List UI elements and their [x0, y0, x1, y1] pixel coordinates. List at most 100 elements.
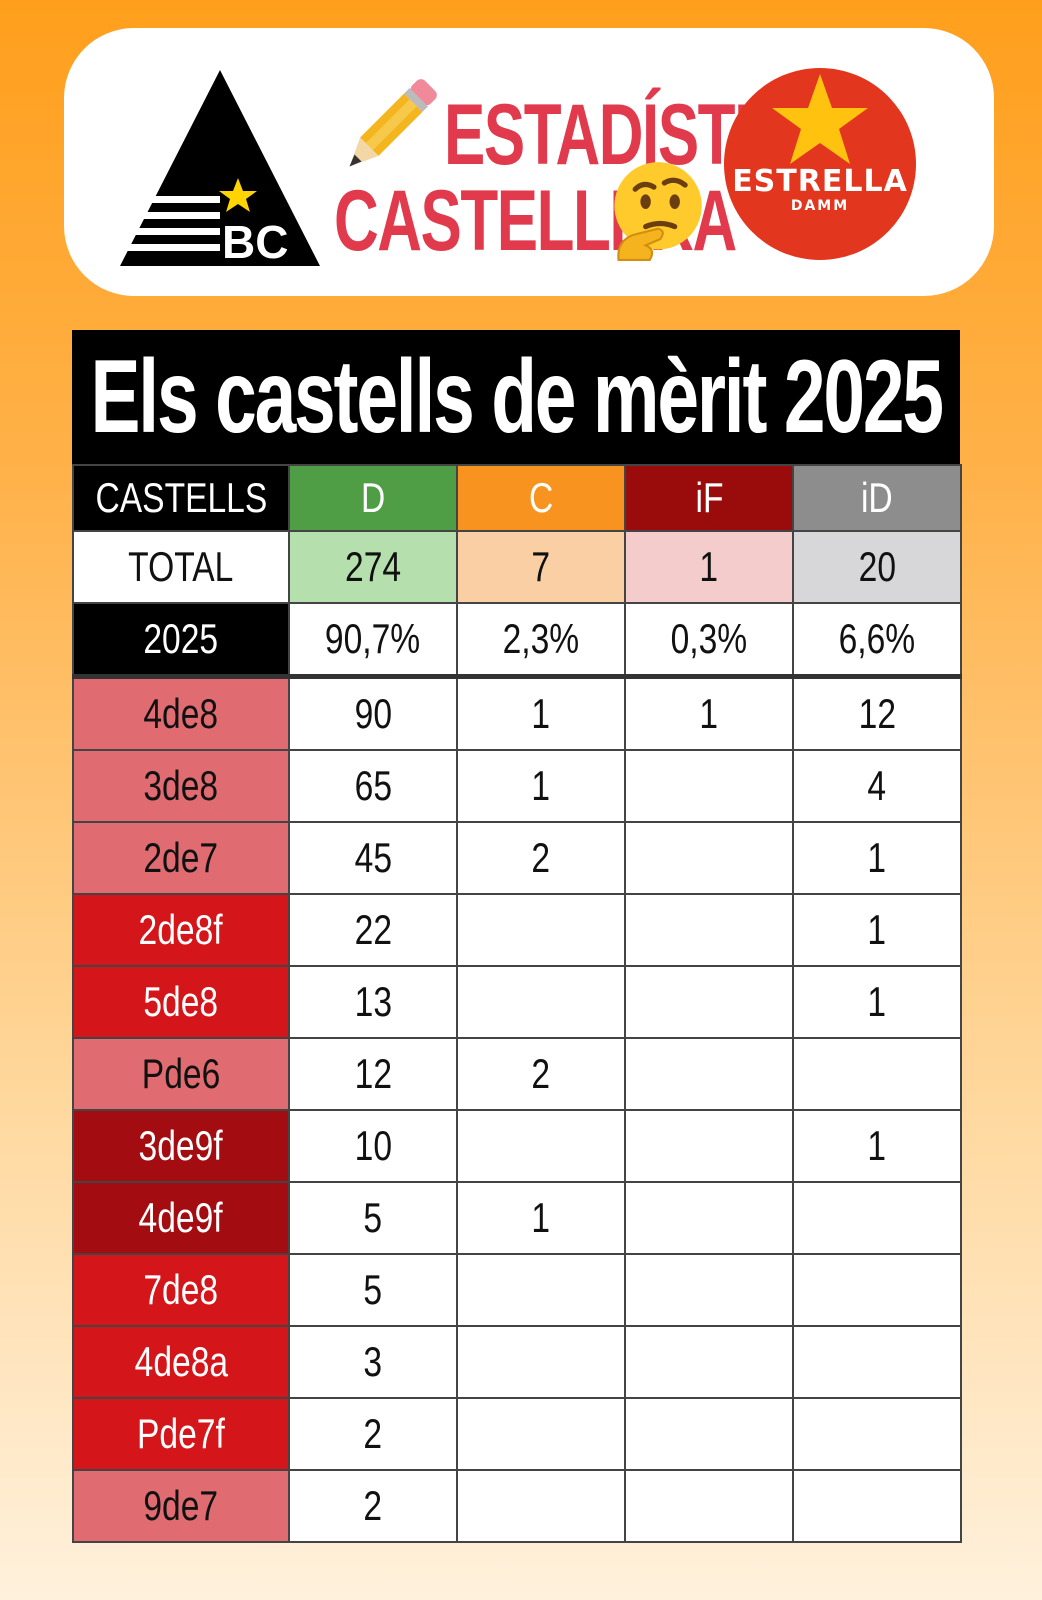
cell-d: 10	[288, 1109, 458, 1183]
cell-c	[456, 1397, 626, 1471]
header-id: iD	[792, 464, 962, 532]
cell-if	[624, 1037, 794, 1111]
thinking-face-icon	[614, 162, 702, 261]
cell-c	[456, 1469, 626, 1543]
total-d: 274	[288, 530, 458, 604]
table-row: 4de8 90 1 1 12	[72, 675, 962, 751]
cell-id: 4	[792, 749, 962, 823]
stats-table: CASTELLS D C iF iD TOTAL 274 7 1 20 2025…	[72, 464, 962, 1543]
castell-name: Pde7f	[72, 1397, 290, 1471]
cell-d: 2	[288, 1397, 458, 1471]
total-c: 7	[456, 530, 626, 604]
cell-c	[456, 1325, 626, 1399]
cell-d: 65	[288, 749, 458, 823]
cell-id: 1	[792, 1109, 962, 1183]
cell-if	[624, 893, 794, 967]
cell-if	[624, 1253, 794, 1327]
castell-name: 3de8	[72, 749, 290, 823]
cell-if	[624, 749, 794, 823]
cell-c: 1	[456, 749, 626, 823]
castell-name: 9de7	[72, 1469, 290, 1543]
cell-d: 3	[288, 1325, 458, 1399]
castell-name: 4de8	[72, 675, 290, 751]
castell-name: Pde6	[72, 1037, 290, 1111]
castell-name: 2de7	[72, 821, 290, 895]
cell-d: 22	[288, 893, 458, 967]
header-d: D	[288, 464, 458, 532]
cell-c	[456, 1253, 626, 1327]
table-row: 4de8a 3	[72, 1325, 962, 1399]
cell-id	[792, 1253, 962, 1327]
cell-id	[792, 1469, 962, 1543]
cell-if	[624, 821, 794, 895]
year-pct-id: 6,6%	[792, 602, 962, 679]
year-pct-if: 0,3%	[624, 602, 794, 679]
castell-name: 3de9f	[72, 1109, 290, 1183]
cell-if	[624, 965, 794, 1039]
cell-if	[624, 1325, 794, 1399]
cell-if	[624, 1397, 794, 1471]
header-if: iF	[624, 464, 794, 532]
cell-d: 13	[288, 965, 458, 1039]
cell-id: 12	[792, 675, 962, 751]
table-row: 4de9f 5 1	[72, 1181, 962, 1255]
cell-if	[624, 1469, 794, 1543]
table-row: 3de9f 10 1	[72, 1109, 962, 1183]
pencil-icon	[349, 79, 437, 167]
cell-c	[456, 893, 626, 967]
castell-name: 4de9f	[72, 1181, 290, 1255]
cell-id: 1	[792, 965, 962, 1039]
castell-name: 5de8	[72, 965, 290, 1039]
cell-c	[456, 1109, 626, 1183]
total-row: TOTAL 274 7 1 20	[72, 530, 962, 604]
cell-id	[792, 1181, 962, 1255]
cell-c: 2	[456, 1037, 626, 1111]
header-castells: CASTELLS	[72, 464, 290, 532]
total-label: TOTAL	[72, 530, 290, 604]
cell-c: 1	[456, 1181, 626, 1255]
header-row: CASTELLS D C iF iD	[72, 464, 962, 532]
year-row: 2025 90,7% 2,3% 0,3% 6,6%	[72, 602, 962, 679]
table-row: Pde6 12 2	[72, 1037, 962, 1111]
sponsor-name: ESTRELLA	[732, 164, 908, 199]
cell-d: 5	[288, 1181, 458, 1255]
year-pct-d: 90,7%	[288, 602, 458, 679]
header-c: C	[456, 464, 626, 532]
cell-d: 2	[288, 1469, 458, 1543]
cell-id	[792, 1325, 962, 1399]
castell-name: 2de8f	[72, 893, 290, 967]
total-if: 1	[624, 530, 794, 604]
stats-table-panel: Els castells de mèrit 2025 CASTELLS D C …	[72, 330, 962, 1543]
cell-d: 5	[288, 1253, 458, 1327]
castell-name: 4de8a	[72, 1325, 290, 1399]
table-title: Els castells de mèrit 2025	[72, 330, 960, 464]
year-pct-c: 2,3%	[456, 602, 626, 679]
cell-id: 1	[792, 821, 962, 895]
cell-d: 45	[288, 821, 458, 895]
sponsor-subtitle: DAMM	[790, 198, 850, 214]
table-row: 9de7 2	[72, 1469, 962, 1543]
cell-if	[624, 1181, 794, 1255]
cell-d: 12	[288, 1037, 458, 1111]
table-row: 2de8f 22 1	[72, 893, 962, 967]
cell-d: 90	[288, 675, 458, 751]
table-row: 2de7 45 2 1	[72, 821, 962, 895]
cell-id	[792, 1397, 962, 1471]
cell-c: 2	[456, 821, 626, 895]
header-banner: BC ESTADÍSTICA CASTELLERA ESTRELLA DAMM	[64, 28, 994, 296]
bc-triangle-logo: BC	[120, 70, 320, 268]
cell-c: 1	[456, 675, 626, 751]
table-row: 3de8 65 1 4	[72, 749, 962, 823]
total-id: 20	[792, 530, 962, 604]
cell-id	[792, 1037, 962, 1111]
cell-if: 1	[624, 675, 794, 751]
estrella-damm-logo: ESTRELLA DAMM	[724, 68, 916, 260]
logo-text: BC	[222, 216, 288, 268]
star-icon	[772, 74, 868, 164]
table-row: 7de8 5	[72, 1253, 962, 1327]
table-row: 5de8 13 1	[72, 965, 962, 1039]
cell-if	[624, 1109, 794, 1183]
year-label: 2025	[72, 602, 290, 679]
cell-id: 1	[792, 893, 962, 967]
table-row: Pde7f 2	[72, 1397, 962, 1471]
